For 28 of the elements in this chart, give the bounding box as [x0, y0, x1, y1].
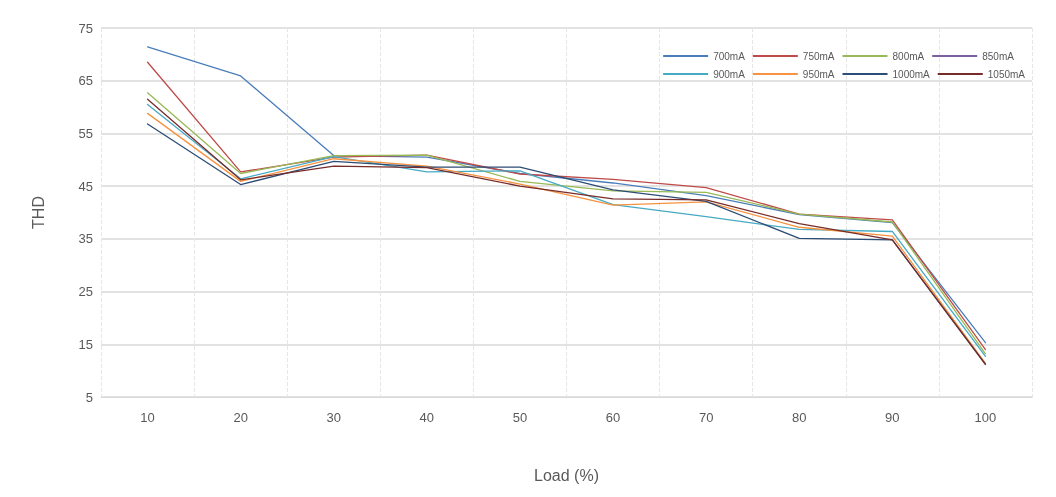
legend-label: 1000mA — [892, 68, 931, 80]
legend-label: 900mA — [713, 68, 746, 80]
y-tick-label: 25 — [78, 284, 93, 300]
legend-label: 950mA — [802, 68, 835, 80]
x-tick-label: 10 — [140, 410, 155, 425]
legend-label: 850mA — [982, 50, 1015, 62]
y-tick-label: 55 — [78, 125, 93, 141]
y-tick-label: 75 — [78, 20, 93, 36]
legend-label: 750mA — [802, 50, 835, 62]
x-tick-label: 20 — [233, 410, 248, 425]
x-tick-label: 70 — [698, 410, 714, 425]
x-tick-label: 50 — [512, 410, 528, 425]
legend-label: 1050mA — [987, 68, 1026, 80]
x-tick-label: 40 — [419, 410, 435, 425]
legend-label: 800mA — [892, 50, 925, 62]
x-axis-title: Load (%) — [534, 466, 599, 484]
legend-label: 700mA — [713, 50, 746, 62]
y-tick-label: 15 — [78, 336, 93, 352]
y-axis-title: THD — [29, 196, 47, 229]
x-tick-label: 100 — [974, 410, 997, 425]
y-tick-label: 65 — [78, 73, 93, 89]
x-tick-label: 90 — [885, 410, 900, 425]
y-tick-label: 35 — [78, 231, 93, 247]
y-tick-label: 45 — [78, 178, 93, 194]
x-tick-label: 80 — [792, 410, 807, 425]
x-tick-label: 60 — [605, 410, 621, 425]
y-tick-label: 5 — [85, 389, 93, 405]
x-tick-label: 30 — [326, 410, 341, 425]
